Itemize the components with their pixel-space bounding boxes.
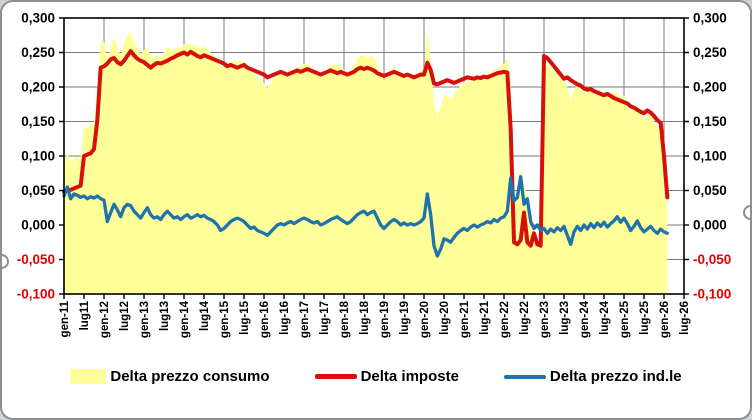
x-axis-label: lug-15 bbox=[239, 300, 251, 334]
x-axis-label: gen-15 bbox=[219, 300, 231, 338]
x-axis-label: lug-21 bbox=[479, 300, 491, 334]
x-axis-label: lug-20 bbox=[439, 301, 451, 335]
x-axis-label: gen-11 bbox=[59, 300, 71, 337]
x-axis-label: lug-19 bbox=[399, 301, 411, 335]
y-axis-label-left: -0,050 bbox=[17, 252, 55, 267]
x-axis-label: gen-16 bbox=[259, 301, 271, 338]
y-axis-label-left: 0,250 bbox=[21, 45, 55, 60]
legend: Delta prezzo consumo Delta imposte Delta… bbox=[2, 368, 750, 385]
x-axis-label: lug-26 bbox=[679, 301, 691, 335]
y-axis-label-left: -0,100 bbox=[17, 287, 55, 302]
legend-label-industriale: Delta prezzo ind.le bbox=[549, 368, 682, 385]
y-axis-label-right: 0,300 bbox=[693, 11, 727, 26]
x-axis-label: lug13 bbox=[159, 301, 171, 331]
y-axis-label-left: 0,150 bbox=[21, 114, 55, 129]
x-axis-label: lug-24 bbox=[599, 300, 611, 334]
y-axis-label-right: 0,000 bbox=[693, 218, 727, 233]
x-axis-label: lug11 bbox=[79, 300, 91, 330]
line-swatch-icon bbox=[503, 374, 546, 379]
area-series-consumo bbox=[64, 31, 668, 295]
y-axis-label-left: 0,100 bbox=[21, 149, 55, 164]
x-axis-label: gen-19 bbox=[379, 301, 391, 338]
x-axis-label: lug-18 bbox=[359, 300, 371, 334]
x-axis-label: gen-21 bbox=[459, 300, 471, 338]
chart-selection-handle-right[interactable] bbox=[743, 205, 750, 220]
x-axis-label: gen-12 bbox=[99, 301, 111, 338]
y-axis-label-right: 0,250 bbox=[693, 45, 727, 60]
x-axis-label: gen-14 bbox=[179, 300, 191, 338]
x-axis-label: lug12 bbox=[119, 301, 131, 331]
x-axis-label: lug14 bbox=[199, 300, 211, 331]
x-axis-label: gen-23 bbox=[539, 301, 551, 338]
plot-area: 0,300 0,300 0,250 0,250 0,200 0,200 0,150 0,150… bbox=[17, 11, 732, 338]
legend-item-consumo[interactable]: Delta prezzo consumo bbox=[70, 368, 270, 385]
y-axis-label-right: 0,050 bbox=[693, 183, 727, 198]
y-axis-label-right: 0,200 bbox=[693, 80, 727, 95]
x-axis-label: lug-23 bbox=[559, 301, 571, 335]
x-axis-label: lug-22 bbox=[519, 301, 531, 335]
y-axis-label-left: 0,000 bbox=[21, 218, 55, 233]
y-axis-label-right: -0,100 bbox=[693, 287, 731, 302]
y-axis-label-left: 0,050 bbox=[21, 183, 55, 198]
x-axis-label: gen-20 bbox=[419, 301, 431, 338]
x-axis-label: lug-17 bbox=[319, 301, 331, 335]
y-axis-label-right: 0,100 bbox=[693, 149, 727, 164]
x-axis-label: lug-25 bbox=[639, 300, 651, 334]
y-axis-label-right: 0,150 bbox=[693, 114, 727, 129]
x-axis-label: gen-22 bbox=[499, 301, 511, 338]
y-axis-label-left: 0,200 bbox=[21, 80, 55, 95]
legend-item-industriale[interactable]: Delta prezzo ind.le bbox=[503, 368, 682, 385]
x-axis-label: gen-25 bbox=[619, 300, 631, 338]
x-axis-label: gen-26 bbox=[659, 301, 671, 338]
legend-item-imposte[interactable]: Delta imposte bbox=[314, 368, 459, 385]
x-axis-label: gen-17 bbox=[299, 301, 311, 338]
y-axis-label-right: -0,050 bbox=[693, 252, 731, 267]
line-series-industriale bbox=[62, 175, 669, 258]
legend-label-consumo: Delta prezzo consumo bbox=[110, 368, 270, 385]
line-swatch-icon bbox=[314, 374, 357, 379]
x-axis-label: gen-24 bbox=[579, 300, 591, 338]
y-axis-label-left: 0,300 bbox=[21, 11, 55, 26]
area-swatch-icon bbox=[70, 369, 107, 384]
line-series-imposte bbox=[62, 49, 670, 248]
x-axis-label: gen-13 bbox=[139, 301, 151, 338]
x-axis-label: gen-18 bbox=[339, 300, 351, 338]
legend-label-imposte: Delta imposte bbox=[360, 368, 459, 385]
x-axis-label: lug-16 bbox=[279, 301, 291, 335]
